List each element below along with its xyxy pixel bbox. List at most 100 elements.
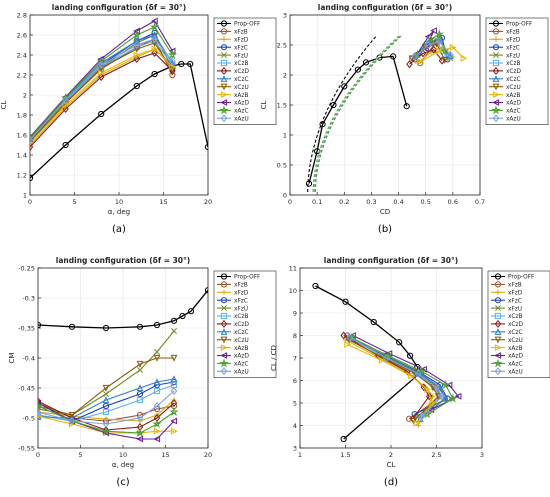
data-point <box>390 53 397 60</box>
data-point <box>136 435 144 443</box>
series-layer <box>305 27 468 193</box>
legend-marker <box>494 281 502 288</box>
x-axis-label: CD <box>380 208 390 216</box>
data-point <box>151 45 159 53</box>
data-point <box>446 50 454 59</box>
data-point <box>305 180 313 187</box>
data-point <box>149 22 160 31</box>
plot-area <box>37 267 209 449</box>
legend-marker <box>492 75 500 82</box>
series-line-xczu <box>38 357 174 416</box>
series-line-xazb <box>30 48 173 144</box>
data-point <box>170 354 178 362</box>
data-point <box>170 317 178 324</box>
legend-marker <box>220 91 228 99</box>
data-point <box>133 45 141 53</box>
legend-marker <box>493 36 499 42</box>
legend-marker <box>494 344 502 352</box>
x-tick-label: 3 <box>480 451 484 459</box>
legend-entry: xCzC <box>508 330 523 336</box>
data-point <box>154 349 160 355</box>
legend-entry: xAzU <box>234 117 249 123</box>
data-point <box>403 103 410 110</box>
legend-marker <box>220 344 228 352</box>
legend-entry: xAzD <box>506 101 521 107</box>
legend-marker <box>492 44 500 51</box>
x-tick-label: 20 <box>204 451 212 459</box>
data-point <box>98 69 105 77</box>
series-line-xczu <box>348 339 439 422</box>
data-point <box>340 435 347 443</box>
data-point <box>153 402 161 410</box>
data-point <box>178 60 185 68</box>
data-point <box>170 387 178 395</box>
series-line-xczd <box>30 52 173 148</box>
data-point <box>102 402 110 410</box>
data-point <box>424 386 432 393</box>
y-tick-label: -0.3 <box>22 294 35 302</box>
data-point <box>38 408 42 416</box>
legend-entry: xCzB <box>506 61 521 67</box>
y-tick-label: -0.45 <box>18 384 35 392</box>
x-tick-label: 2 <box>389 451 393 459</box>
data-point <box>62 96 69 104</box>
chart-panel-b: 0 0.1 0.2 0.3 0.4 0.5 0.6 0.7 0 0.5 1 1.5 2 2.5 3 landi… <box>260 3 549 235</box>
legend-entry: xFzU <box>506 53 520 59</box>
subplot-label: (c) <box>116 477 129 488</box>
series-line-xczc <box>30 34 173 140</box>
data-point <box>412 370 419 378</box>
legend-marker <box>492 99 500 106</box>
data-point <box>434 29 444 39</box>
data-point <box>354 66 361 73</box>
data-point <box>153 435 161 443</box>
legend-marker <box>220 20 228 27</box>
chart-panel-a: 0 5 10 15 20 1 1.2 1.4 1.6 1.8 2 2.2 2.4 2.6 2.8 landin… <box>0 3 277 235</box>
x-tick-label: 0 <box>36 451 40 459</box>
data-point <box>169 57 176 65</box>
legend-marker <box>494 297 502 304</box>
series-layer <box>38 287 208 443</box>
legend-marker <box>221 289 227 295</box>
data-point <box>168 66 176 74</box>
data-point <box>170 399 178 407</box>
legend-marker <box>220 336 228 344</box>
chart-title: landing configuration (δf = 30°) <box>52 3 186 12</box>
y-tick-label: 1.6 <box>17 131 27 139</box>
data-point <box>442 394 450 402</box>
data-point <box>429 399 437 407</box>
x-tick-label: 0.7 <box>475 198 485 206</box>
y-tick-label: 2.4 <box>17 51 27 59</box>
data-point <box>151 31 159 39</box>
data-point <box>151 39 159 47</box>
legend-marker <box>494 336 502 344</box>
y-tick-label: 1.2 <box>17 171 27 179</box>
legend-entry: xAzD <box>234 354 249 360</box>
legend-entry: xFzC <box>234 298 248 304</box>
data-point <box>418 412 426 421</box>
data-point <box>136 360 144 368</box>
legend-entry: xCzU <box>234 338 249 344</box>
legend-marker <box>492 66 500 75</box>
legend-entry: xFzC <box>234 45 248 51</box>
series-line-xazb <box>347 343 434 424</box>
legend-marker <box>492 83 500 91</box>
x-tick-label: 20 <box>204 198 212 206</box>
data-point <box>170 375 178 383</box>
data-point <box>38 405 42 413</box>
data-point <box>151 70 158 78</box>
subplot-label: (a) <box>112 224 126 235</box>
legend-entry: xAzC <box>508 362 523 368</box>
data-point <box>312 282 319 290</box>
data-point <box>406 60 413 69</box>
legend-entry: xFzB <box>234 30 248 36</box>
data-point <box>407 372 415 380</box>
data-point <box>97 73 105 81</box>
data-point <box>171 328 177 334</box>
series-line-prop-off <box>308 55 408 184</box>
legend-entry: xAzU <box>506 117 521 123</box>
legend-entry: xCzD <box>508 322 524 328</box>
data-point <box>153 354 161 362</box>
data-point <box>380 354 388 362</box>
